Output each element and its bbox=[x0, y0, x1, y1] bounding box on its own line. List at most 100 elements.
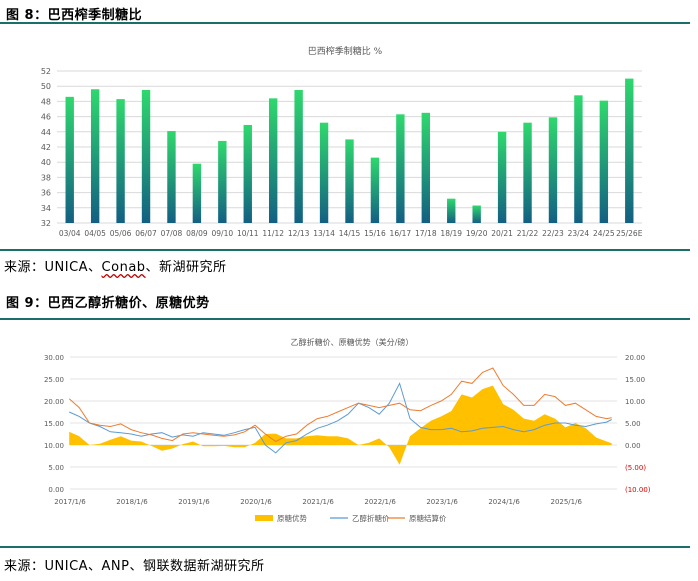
x-tick-label: 13/14 bbox=[313, 229, 335, 238]
figure9-bottom-rule bbox=[0, 546, 690, 548]
y-tick-label: 36 bbox=[41, 189, 51, 198]
x-tick-label: 23/24 bbox=[568, 229, 590, 238]
bar bbox=[243, 124, 252, 223]
x-tick-label: 2017/1/6 bbox=[54, 498, 86, 506]
bar bbox=[345, 139, 354, 223]
x-tick-label: 16/17 bbox=[390, 229, 412, 238]
x-tick-label: 06/07 bbox=[135, 229, 157, 238]
left-y-tick-label: 20.00 bbox=[44, 398, 64, 406]
x-tick-label: 2020/1/6 bbox=[240, 498, 272, 506]
x-tick-label: 2018/1/6 bbox=[116, 498, 148, 506]
figure8-bar-chart: 巴西榨季制糖比 % 32 34 36 38 40 42 44 46 48 50 52 03/04 04… bbox=[41, 45, 643, 238]
legend-swatch-premium bbox=[255, 515, 273, 521]
x-tick-label: 12/13 bbox=[288, 229, 310, 238]
y-tick-label: 50 bbox=[41, 82, 51, 91]
x-tick-label: 20/21 bbox=[491, 229, 513, 238]
x-tick-label: 19/20 bbox=[466, 229, 488, 238]
bar bbox=[141, 90, 151, 223]
right-y-tick-label: 15.00 bbox=[625, 376, 645, 384]
x-tick-label: 24/25 bbox=[593, 229, 615, 238]
bar bbox=[396, 114, 405, 223]
premium-area bbox=[69, 385, 612, 465]
x-tick-label: 2025/1/6 bbox=[550, 498, 582, 506]
figure8-source-conab: Conab bbox=[101, 260, 146, 275]
x-tick-label: 03/04 bbox=[59, 229, 81, 238]
figure8-top-rule bbox=[0, 22, 690, 24]
bar bbox=[90, 89, 100, 224]
x-tick-label: 2022/1/6 bbox=[364, 498, 396, 506]
x-tick-label: 10/11 bbox=[237, 229, 259, 238]
figure8-bottom-rule bbox=[0, 249, 690, 251]
x-tick-label: 08/09 bbox=[186, 229, 208, 238]
y-tick-label: 52 bbox=[41, 67, 51, 76]
left-y-tick-label: 10.00 bbox=[44, 442, 64, 450]
bar bbox=[65, 96, 74, 223]
x-tick-label: 04/05 bbox=[84, 229, 106, 238]
x-tick-label: 05/06 bbox=[110, 229, 132, 238]
bar bbox=[370, 157, 380, 223]
figure8-source-prefix: 来源：UNICA、 bbox=[4, 260, 102, 275]
left-y-tick-label: 25.00 bbox=[44, 376, 64, 384]
bar bbox=[218, 140, 227, 223]
x-tick-label: 2024/1/6 bbox=[488, 498, 520, 506]
figure9-chart-title: 乙醇折糖价、原糖优势（美分/磅） bbox=[291, 337, 414, 347]
ethanol-price-line bbox=[68, 382, 612, 454]
figure9-line-chart: 乙醇折糖价、原糖优势（美分/磅） 0.00 5.00 10.00 15.00 20.00… bbox=[44, 337, 651, 523]
figure9-top-rule bbox=[0, 318, 690, 320]
right-y-tick-label: (5.00) bbox=[625, 464, 646, 472]
figure8-chart-title: 巴西榨季制糖比 % bbox=[308, 45, 383, 57]
bar bbox=[625, 78, 634, 223]
x-tick-label: 18/19 bbox=[440, 229, 462, 238]
x-tick-label: 11/12 bbox=[262, 229, 284, 238]
right-y-tick-label: 20.00 bbox=[625, 354, 645, 362]
right-y-tick-label: 0.00 bbox=[625, 442, 641, 450]
legend-label: 乙醇折糖价 bbox=[352, 513, 390, 523]
bar bbox=[116, 99, 125, 223]
figure8-source-suffix: 、新湖研究所 bbox=[145, 260, 227, 275]
y-tick-label: 34 bbox=[41, 204, 51, 213]
x-tick-label: 21/22 bbox=[517, 229, 539, 238]
left-y-tick-label: 0.00 bbox=[48, 486, 64, 494]
x-tick-label: 22/23 bbox=[542, 229, 564, 238]
y-tick-label: 42 bbox=[41, 143, 51, 152]
y-tick-label: 46 bbox=[41, 113, 51, 122]
bar bbox=[599, 100, 609, 223]
left-y-tick-label: 30.00 bbox=[44, 354, 64, 362]
legend-label: 原糖结算价 bbox=[409, 513, 447, 523]
right-y-tick-label: 10.00 bbox=[625, 398, 645, 406]
bar bbox=[167, 131, 176, 223]
raw-sugar-price-line bbox=[68, 367, 612, 443]
x-tick-label: 17/18 bbox=[415, 229, 437, 238]
left-y-tick-label: 5.00 bbox=[48, 464, 64, 472]
x-tick-label: 14/15 bbox=[339, 229, 361, 238]
bar bbox=[447, 198, 456, 223]
x-tick-label: 2023/1/6 bbox=[426, 498, 458, 506]
legend-label: 原糖优势 bbox=[277, 513, 307, 523]
figure8-title: 图 8：巴西榨季制糖比 bbox=[6, 8, 143, 23]
y-tick-label: 40 bbox=[41, 158, 51, 167]
figure9-source: 来源：UNICA、ANP、钢联数据新湖研究所 bbox=[4, 559, 265, 574]
bar bbox=[268, 98, 278, 223]
x-tick-label: 2019/1/6 bbox=[178, 498, 210, 506]
x-tick-label: 09/10 bbox=[212, 229, 234, 238]
bar bbox=[497, 131, 507, 223]
x-tick-label: 07/08 bbox=[161, 229, 183, 238]
x-tick-label: 25/26E bbox=[616, 229, 643, 238]
y-tick-label: 48 bbox=[41, 97, 51, 106]
bar bbox=[192, 163, 202, 223]
bar bbox=[294, 90, 303, 223]
bar bbox=[472, 205, 481, 223]
bar bbox=[548, 117, 558, 223]
y-tick-label: 44 bbox=[41, 128, 51, 137]
figure8-source: 来源：UNICA、Conab、新湖研究所 bbox=[4, 256, 227, 275]
right-y-tick-label: (10.00) bbox=[625, 486, 651, 494]
x-tick-label: 15/16 bbox=[364, 229, 386, 238]
left-y-tick-label: 15.00 bbox=[44, 420, 64, 428]
bar bbox=[421, 112, 431, 223]
bar bbox=[319, 122, 329, 223]
y-tick-label: 38 bbox=[41, 173, 51, 182]
right-y-tick-label: 5.00 bbox=[625, 420, 641, 428]
bar bbox=[523, 122, 532, 223]
y-tick-label: 32 bbox=[41, 219, 51, 228]
figure9-title: 图 9：巴西乙醇折糖价、原糖优势 bbox=[6, 296, 210, 311]
